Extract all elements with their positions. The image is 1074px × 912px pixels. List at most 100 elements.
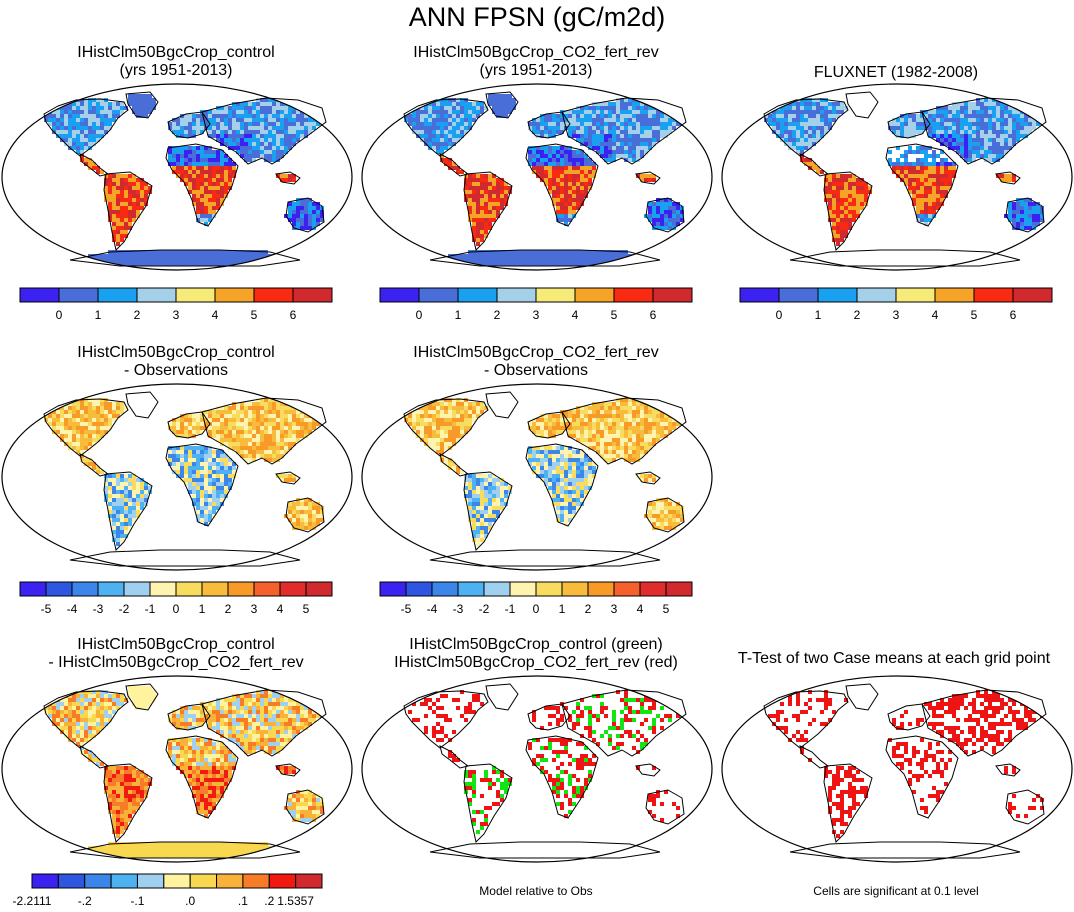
grid-cell — [952, 118, 956, 122]
grid-cell — [92, 122, 96, 126]
grid-cell — [228, 130, 232, 134]
grid-cell — [136, 502, 140, 506]
grid-cell — [848, 210, 852, 214]
grid-cell — [308, 218, 312, 222]
grid-cell — [1032, 218, 1036, 222]
grid-cell — [548, 250, 552, 254]
grid-cell — [180, 154, 184, 158]
grid-cell — [124, 178, 128, 182]
grid-cell — [280, 258, 284, 262]
grid-cell — [432, 438, 436, 442]
grid-cell — [116, 514, 120, 518]
grid-cell — [464, 118, 468, 122]
grid-cell — [276, 422, 280, 426]
grid-cell — [216, 482, 220, 486]
grid-cell — [568, 434, 572, 438]
grid-cell — [640, 102, 644, 106]
grid-cell — [292, 118, 296, 122]
grid-cell — [1020, 222, 1024, 226]
grid-cell — [268, 406, 272, 410]
grid-cell — [920, 154, 924, 158]
grid-cell — [600, 130, 604, 134]
grid-cell — [824, 110, 828, 114]
grid-cell — [96, 166, 100, 170]
grid-cell — [224, 122, 228, 126]
grid-cell — [220, 178, 224, 182]
grid-cell — [68, 442, 72, 446]
grid-cell — [976, 102, 980, 106]
grid-cell — [120, 254, 124, 258]
grid-cell — [492, 214, 496, 218]
grid-cell — [1008, 146, 1012, 150]
grid-cell — [260, 130, 264, 134]
grid-cell — [188, 430, 192, 434]
grid-cell — [440, 154, 444, 158]
grid-cell — [96, 122, 100, 126]
grid-cell — [972, 146, 976, 150]
grid-cell — [564, 170, 568, 174]
grid-cell — [480, 206, 484, 210]
grid-cell — [964, 126, 968, 130]
grid-cell — [640, 134, 644, 138]
grid-cell — [112, 102, 116, 106]
grid-cell — [480, 174, 484, 178]
grid-cell — [232, 170, 236, 174]
grid-cell — [916, 210, 920, 214]
grid-cell — [464, 182, 468, 186]
grid-cell — [928, 154, 932, 158]
grid-cell — [220, 110, 224, 114]
grid-cell — [432, 146, 436, 150]
grid-cell — [244, 438, 248, 442]
grid-cell — [456, 130, 460, 134]
grid-cell — [208, 186, 212, 190]
grid-cell — [292, 130, 296, 134]
grid-cell — [280, 418, 284, 422]
grid-cell — [824, 190, 828, 194]
grid-cell — [660, 134, 664, 138]
grid-cell — [112, 510, 116, 514]
grid-cell — [136, 202, 140, 206]
grid-cell — [532, 254, 536, 258]
grid-cell — [208, 166, 212, 170]
grid-cell — [472, 406, 476, 410]
grid-cell — [916, 162, 920, 166]
grid-cell — [212, 110, 216, 114]
grid-cell — [996, 154, 1000, 158]
grid-cell — [216, 134, 220, 138]
grid-cell — [988, 134, 992, 138]
grid-cell — [456, 418, 460, 422]
grid-cell — [560, 170, 564, 174]
grid-cell — [212, 458, 216, 462]
grid-cell — [208, 454, 212, 458]
panel-5-title-line2: - Observations — [483, 362, 589, 379]
grid-cell — [812, 142, 816, 146]
grid-cell — [544, 434, 548, 438]
grid-cell — [912, 122, 916, 126]
grid-cell — [132, 478, 136, 482]
grid-cell — [112, 402, 116, 406]
grid-cell — [232, 462, 236, 466]
grid-cell — [612, 262, 616, 266]
grid-cell — [624, 402, 628, 406]
grid-cell — [924, 110, 928, 114]
grid-cell — [572, 190, 576, 194]
grid-cell — [248, 102, 252, 106]
grid-cell — [1000, 126, 1004, 130]
grid-cell — [572, 206, 576, 210]
grid-cell — [548, 166, 552, 170]
grid-cell — [616, 142, 620, 146]
grid-cell — [568, 218, 572, 222]
grid-cell — [292, 410, 296, 414]
grid-cell — [296, 126, 300, 130]
grid-cell — [480, 214, 484, 218]
grid-cell — [560, 114, 564, 118]
grid-cell — [216, 470, 220, 474]
grid-cell — [660, 226, 664, 230]
grid-cell — [476, 258, 480, 262]
grid-cell — [492, 198, 496, 202]
grid-cell — [628, 402, 632, 406]
grid-cell — [108, 190, 112, 194]
grid-cell — [816, 130, 820, 134]
grid-cell — [120, 534, 124, 538]
grid-cell — [112, 418, 116, 422]
